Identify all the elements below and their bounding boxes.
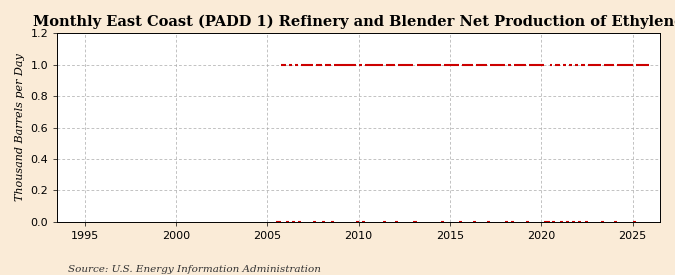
Text: Source: U.S. Energy Information Administration: Source: U.S. Energy Information Administ… xyxy=(68,265,321,274)
Y-axis label: Thousand Barrels per Day: Thousand Barrels per Day xyxy=(15,54,25,201)
Title: Monthly East Coast (PADD 1) Refinery and Blender Net Production of Ethylene: Monthly East Coast (PADD 1) Refinery and… xyxy=(34,15,675,29)
